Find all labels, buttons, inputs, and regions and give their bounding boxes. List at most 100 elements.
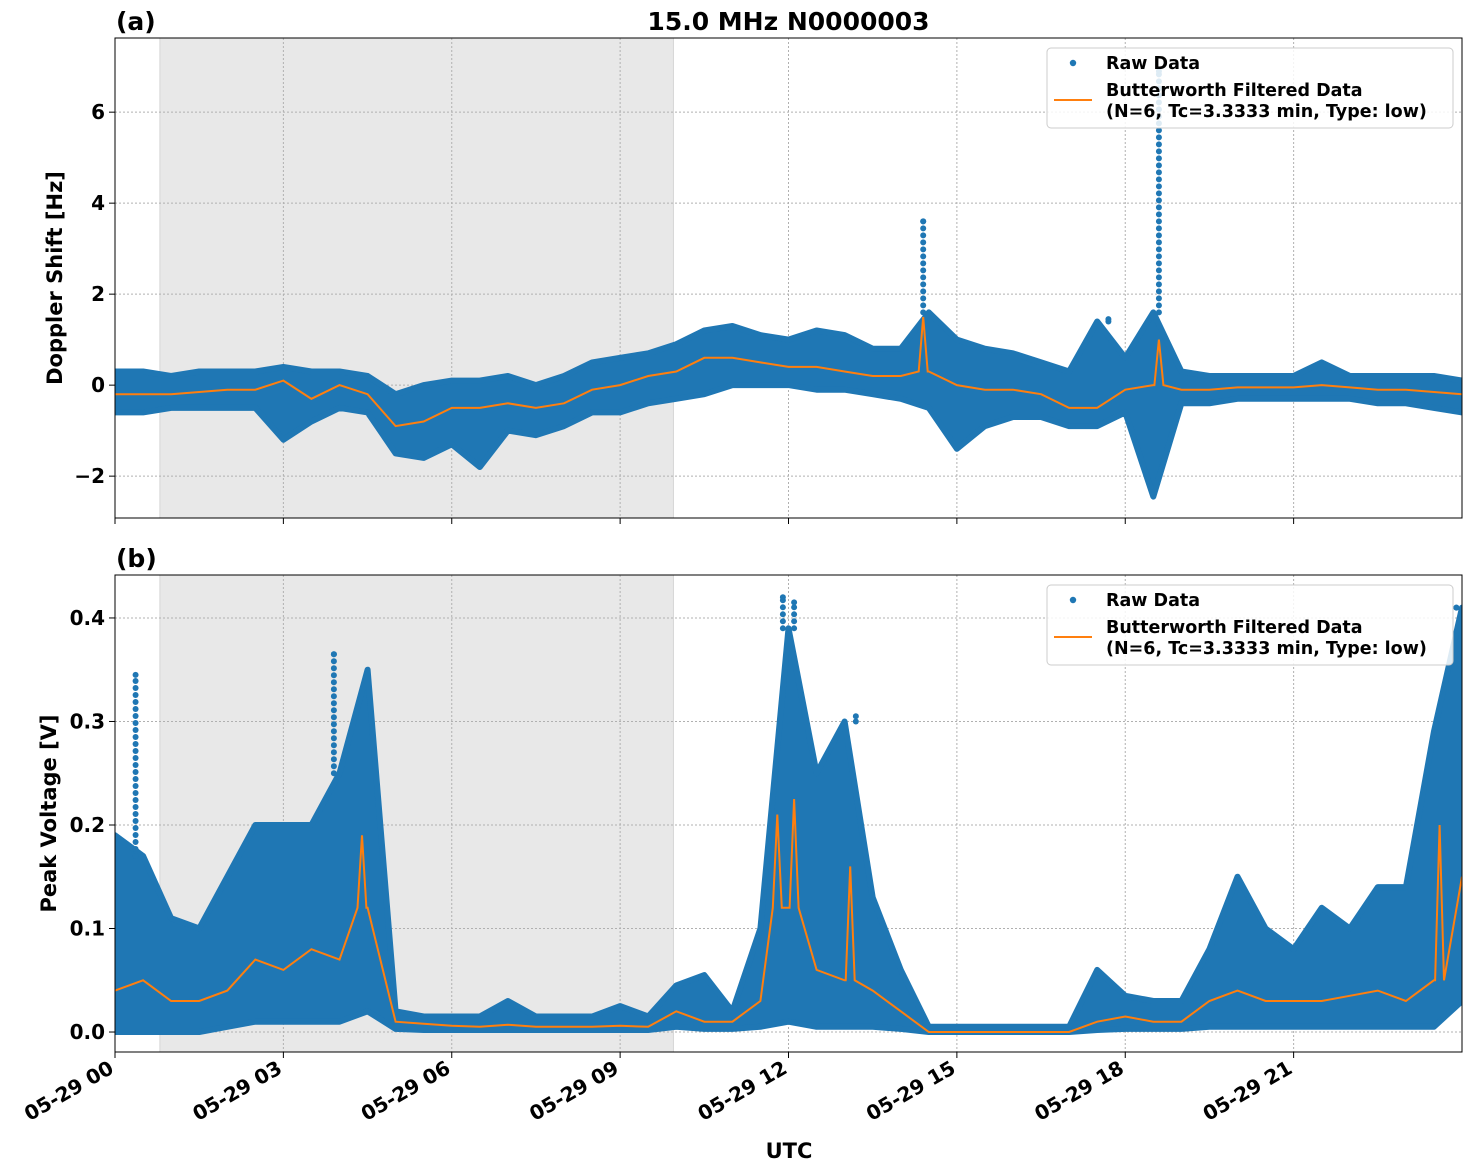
- raw-data-point: [132, 678, 139, 685]
- raw-data-point: [132, 769, 139, 776]
- raw-data-point: [330, 665, 337, 672]
- raw-data-point: [920, 253, 927, 260]
- raw-data-point: [920, 218, 927, 225]
- raw-data-point: [920, 239, 927, 246]
- raw-data-point: [920, 288, 927, 295]
- raw-data-point: [330, 672, 337, 679]
- raw-data-point: [779, 625, 786, 632]
- y-tick-label: 0.3: [70, 709, 105, 733]
- raw-data-point: [1155, 190, 1162, 197]
- raw-data-point: [920, 302, 927, 309]
- raw-data-point: [920, 232, 927, 239]
- raw-data-point: [330, 714, 337, 721]
- raw-data-point: [920, 274, 927, 281]
- x-tick-label: 05-29 18: [1030, 1056, 1128, 1126]
- raw-data-point: [132, 804, 139, 811]
- raw-data-point: [1155, 295, 1162, 302]
- y-tick-label: 4: [91, 191, 105, 215]
- raw-data-point: [330, 742, 337, 749]
- raw-data-point: [1105, 316, 1112, 323]
- raw-data-point: [1155, 232, 1162, 239]
- raw-data-point: [1155, 211, 1162, 218]
- legend-raw-label: Raw Data: [1106, 591, 1200, 611]
- raw-data-point: [132, 839, 139, 846]
- raw-data-point: [1155, 169, 1162, 176]
- raw-data-band: [115, 309, 1462, 500]
- raw-data-point: [330, 770, 337, 777]
- raw-data-point: [1155, 134, 1162, 141]
- raw-data-point: [779, 611, 786, 618]
- raw-data-point: [920, 281, 927, 288]
- y-axis-label: Peak Voltage [V]: [37, 714, 61, 912]
- raw-data-point: [1155, 141, 1162, 148]
- y-tick-label: 2: [91, 282, 105, 306]
- raw-data-point: [920, 309, 927, 316]
- x-tick-label: 05-29 00: [20, 1056, 118, 1126]
- raw-data-point: [1155, 302, 1162, 309]
- x-tick-label: 05-29 03: [188, 1056, 286, 1126]
- raw-data-point: [1155, 274, 1162, 281]
- x-axis-label: UTC: [766, 1139, 813, 1163]
- filtered-data-line: [115, 316, 1462, 428]
- raw-data-point: [1155, 225, 1162, 232]
- raw-data-point: [1155, 253, 1162, 260]
- plot-area: [115, 594, 1462, 1035]
- raw-data-point: [132, 713, 139, 720]
- raw-data-point: [779, 594, 786, 601]
- raw-data-point: [132, 727, 139, 734]
- raw-data-point: [132, 853, 139, 860]
- raw-data-point: [330, 707, 337, 714]
- raw-data-point: [132, 776, 139, 783]
- y-tick-label: 0.2: [70, 813, 105, 837]
- y-tick-label: 0.0: [70, 1020, 105, 1044]
- chart-title: 15.0 MHz N0000003: [647, 7, 929, 36]
- raw-data-point: [779, 618, 786, 625]
- y-tick-label: 0: [91, 373, 105, 397]
- x-tick-label: 05-29 21: [1199, 1056, 1297, 1126]
- raw-data-point: [1155, 239, 1162, 246]
- raw-data-point: [132, 755, 139, 762]
- raw-data-point: [920, 260, 927, 267]
- raw-data-point: [791, 625, 798, 632]
- x-tick-label: 05-29 09: [525, 1056, 623, 1126]
- raw-data-point: [132, 706, 139, 713]
- raw-data-point: [132, 741, 139, 748]
- raw-data-point: [132, 762, 139, 769]
- raw-data-point: [1155, 309, 1162, 316]
- panel-label: (b): [116, 544, 157, 573]
- x-tick-label: 05-29 12: [693, 1056, 791, 1126]
- y-tick-label: 6: [91, 100, 105, 124]
- raw-data-point: [330, 728, 337, 735]
- legend-filtered-params: (N=6, Tc=3.3333 min, Type: low): [1106, 102, 1427, 122]
- panel-label: (a): [116, 7, 156, 36]
- raw-data-point: [920, 295, 927, 302]
- raw-data-point: [132, 783, 139, 790]
- raw-data-point: [1155, 288, 1162, 295]
- raw-data-point: [132, 790, 139, 797]
- plot-area: [115, 68, 1462, 500]
- raw-data-point: [330, 700, 337, 707]
- raw-data-point: [330, 763, 337, 770]
- raw-data-point: [132, 720, 139, 727]
- raw-data-point: [330, 651, 337, 658]
- raw-data-point: [1155, 204, 1162, 211]
- raw-data-point: [920, 246, 927, 253]
- raw-data-point: [330, 721, 337, 728]
- raw-data-point: [791, 599, 798, 606]
- raw-data-point: [330, 735, 337, 742]
- raw-data-point: [852, 713, 859, 720]
- raw-data-point: [132, 832, 139, 839]
- raw-data-point: [779, 604, 786, 611]
- raw-data-point: [920, 225, 927, 232]
- raw-data-point: [1155, 260, 1162, 267]
- raw-data-point: [852, 718, 859, 725]
- raw-data-point: [1155, 148, 1162, 155]
- legend-filtered-label: Butterworth Filtered Data: [1106, 81, 1363, 101]
- legend: Raw Data Butterworth Filtered Data(N=6, T…: [1046, 47, 1454, 129]
- raw-data-point: [132, 825, 139, 832]
- y-axis-label: Doppler Shift [Hz]: [43, 171, 67, 385]
- panel-a: −2 0 2 4 6 Doppler Shift [Hz] (a) 15.0 MHz N000…: [43, 7, 1463, 524]
- raw-data-point: [1155, 176, 1162, 183]
- raw-data-point: [1155, 197, 1162, 204]
